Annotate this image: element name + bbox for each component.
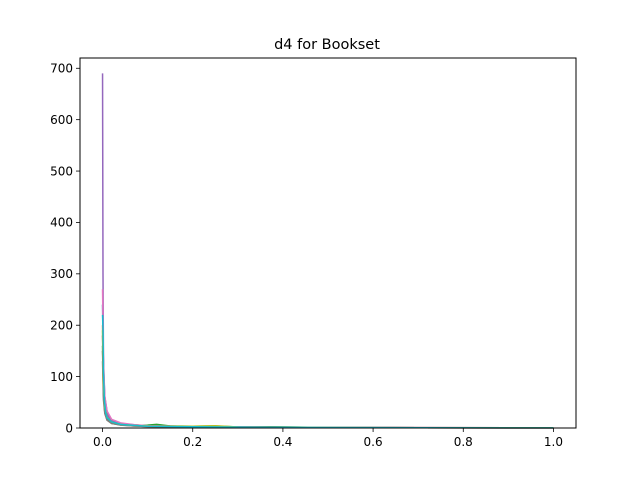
x-axis-ticks: 0.0 0.2 0.4 0.6 0.8 1.0 xyxy=(93,428,563,449)
x-tick-label: 0.4 xyxy=(273,435,292,449)
y-tick-label: 400 xyxy=(50,216,73,230)
y-tick-label: 200 xyxy=(50,319,73,333)
x-tick-label: 0.2 xyxy=(183,435,202,449)
series-line-10 xyxy=(101,314,554,429)
y-tick-label: 100 xyxy=(50,370,73,384)
y-axis-ticks: 0 100 200 300 400 500 600 700 xyxy=(50,62,80,435)
x-tick-label: 0.8 xyxy=(454,435,473,449)
plot-frame xyxy=(79,57,577,429)
y-tick-label: 500 xyxy=(50,164,73,178)
y-tick-label: 700 xyxy=(50,62,73,76)
plot-lines xyxy=(101,73,554,429)
x-tick-label: 1.0 xyxy=(544,435,563,449)
x-tick-label: 0.0 xyxy=(93,435,112,449)
y-tick-label: 600 xyxy=(50,113,73,127)
x-tick-label: 0.6 xyxy=(364,435,383,449)
y-tick-label: 300 xyxy=(50,267,73,281)
chart-title: d4 for Bookset xyxy=(274,37,380,53)
y-tick-label: 0 xyxy=(65,421,73,435)
